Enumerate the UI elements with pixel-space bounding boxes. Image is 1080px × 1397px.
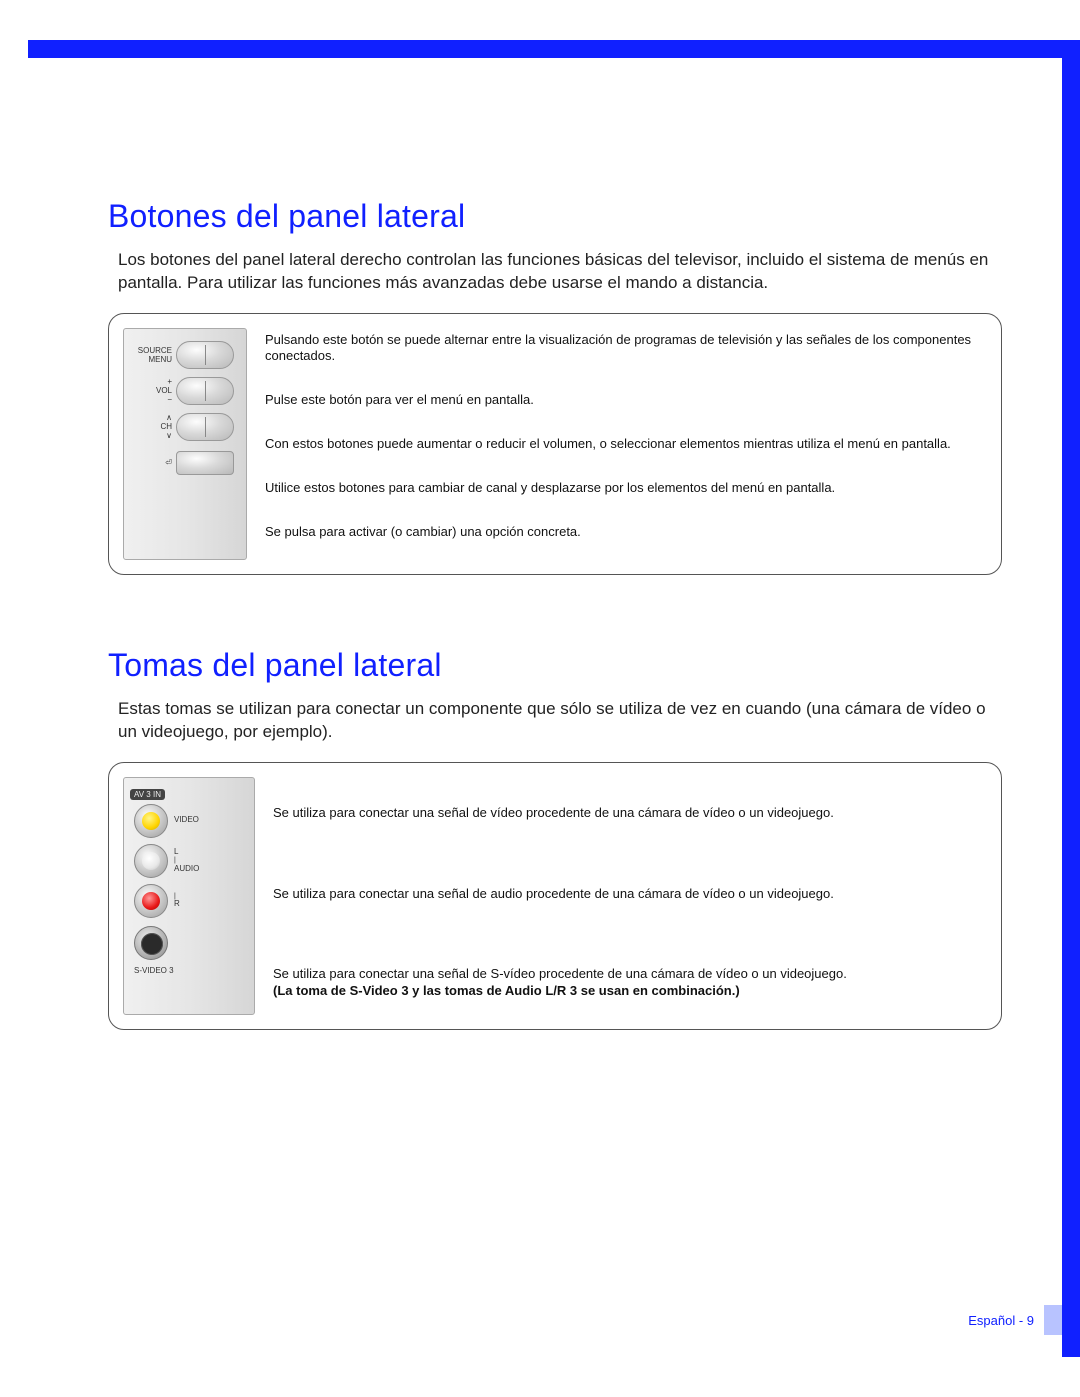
label-vol-plus: +	[132, 377, 172, 386]
footer-bar	[1044, 1305, 1062, 1335]
desc-svideo-note: (La toma de S-Video 3 y las tomas de Aud…	[273, 983, 979, 999]
label-ch-down: ∨	[132, 431, 172, 440]
video-jack[interactable]	[134, 804, 168, 838]
channel-button[interactable]	[176, 413, 234, 441]
volume-button[interactable]	[176, 377, 234, 405]
intro-buttons: Los botones del panel lateral derecho co…	[108, 249, 1002, 295]
label-menu: MENU	[132, 355, 172, 364]
av-header: AV 3 IN	[130, 789, 165, 800]
label-vol: VOL	[132, 386, 172, 395]
button-panel: SOURCE MENU + VOL − ∧ CH ∨	[123, 328, 247, 560]
label-audio-r: R	[174, 900, 180, 909]
enter-button[interactable]	[176, 451, 234, 475]
jack-panel: AV 3 IN VIDEO L | AUDIO | R	[123, 777, 255, 1015]
page-footer: Español - 9	[968, 1305, 1062, 1335]
label-enter: ⏎	[132, 458, 172, 467]
jack-descriptions: Se utiliza para conectar una señal de ví…	[273, 777, 979, 1007]
audio-l-jack[interactable]	[134, 844, 168, 878]
label-audio: AUDIO	[174, 865, 199, 874]
label-video: VIDEO	[174, 816, 199, 825]
desc-source: Pulsando este botón se puede alternar en…	[265, 332, 979, 365]
heading-buttons: Botones del panel lateral	[108, 198, 1002, 235]
source-menu-button[interactable]	[176, 341, 234, 369]
label-svideo: S-VIDEO 3	[134, 966, 248, 975]
desc-audio: Se utiliza para conectar una señal de au…	[273, 886, 979, 902]
figure-jacks: AV 3 IN VIDEO L | AUDIO | R	[108, 762, 1002, 1030]
label-ch: CH	[132, 422, 172, 431]
desc-vol: Con estos botones puede aumentar o reduc…	[265, 436, 979, 452]
desc-enter: Se pulsa para activar (o cambiar) una op…	[265, 524, 979, 540]
svideo-jack[interactable]	[134, 926, 168, 960]
heading-jacks: Tomas del panel lateral	[108, 647, 1002, 684]
desc-svideo: Se utiliza para conectar una señal de S-…	[273, 966, 979, 982]
button-descriptions: Pulsando este botón se puede alternar en…	[265, 328, 979, 548]
audio-r-jack[interactable]	[134, 884, 168, 918]
page-frame: Botones del panel lateral Los botones de…	[28, 40, 1080, 1357]
desc-ch: Utilice estos botones para cambiar de ca…	[265, 480, 979, 496]
figure-buttons: SOURCE MENU + VOL − ∧ CH ∨	[108, 313, 1002, 575]
label-vol-minus: −	[132, 395, 172, 404]
label-source: SOURCE	[132, 346, 172, 355]
desc-menu: Pulse este botón para ver el menú en pan…	[265, 392, 979, 408]
label-ch-up: ∧	[132, 413, 172, 422]
footer-text: Español - 9	[968, 1313, 1034, 1328]
label-audio-l: L	[174, 848, 199, 857]
intro-jacks: Estas tomas se utilizan para conectar un…	[108, 698, 1002, 744]
desc-video: Se utiliza para conectar una señal de ví…	[273, 805, 979, 821]
